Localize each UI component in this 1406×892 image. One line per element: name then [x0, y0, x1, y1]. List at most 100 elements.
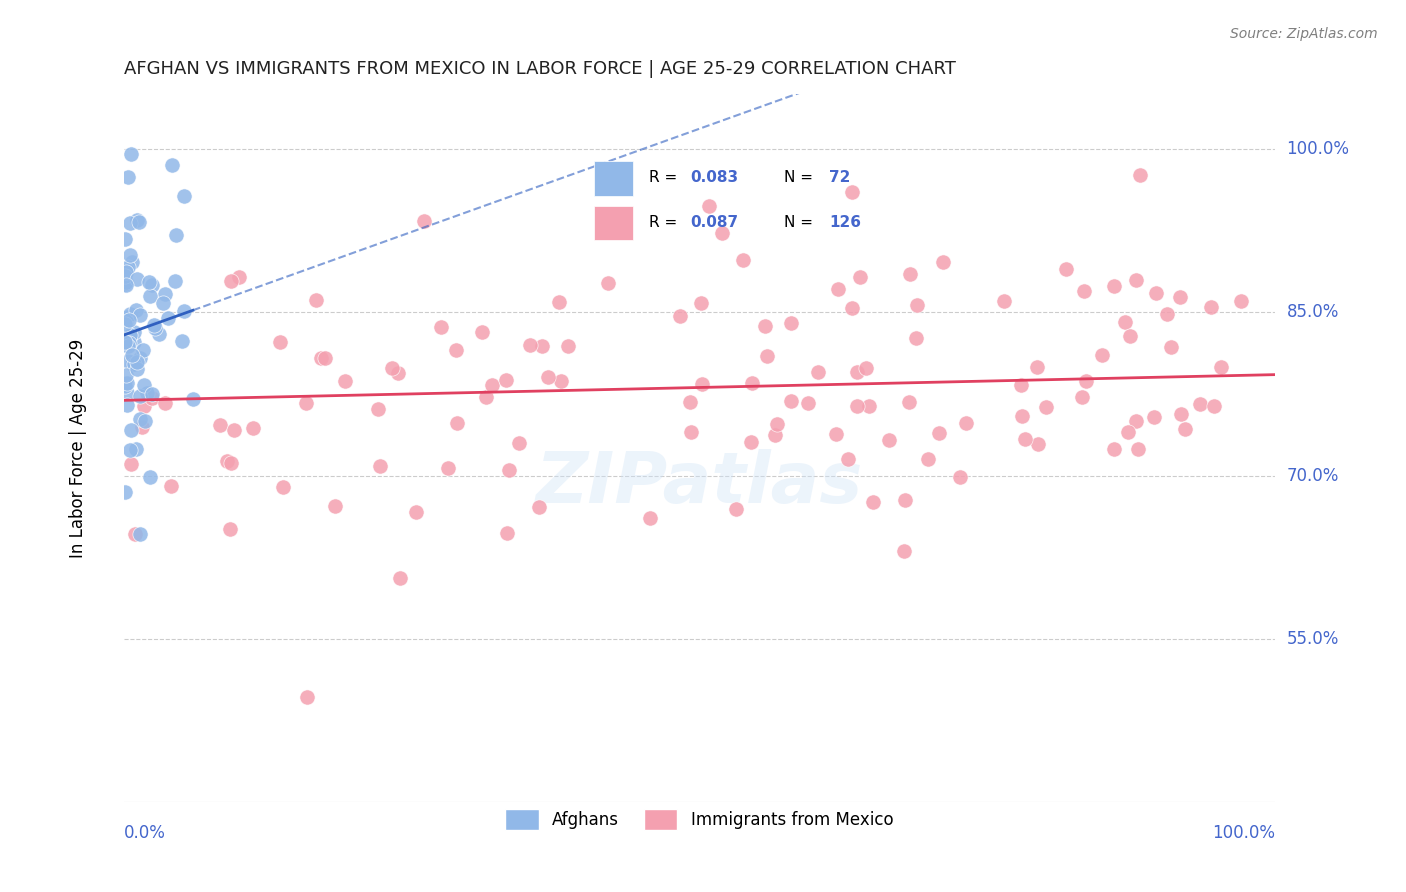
Point	[1114, 315, 1136, 329]
Point	[1076, 374, 1098, 388]
Point	[155, 396, 177, 410]
Text: In Labor Force | Age 25-29: In Labor Force | Age 25-29	[69, 339, 87, 558]
Point	[152, 295, 174, 310]
Point	[733, 252, 755, 267]
Point	[165, 274, 187, 288]
Point	[173, 304, 195, 318]
Point	[269, 334, 291, 349]
Point	[125, 212, 148, 227]
Point	[117, 339, 139, 353]
Point	[114, 277, 136, 292]
Point	[381, 361, 404, 376]
Point	[114, 265, 136, 279]
Point	[122, 357, 145, 371]
Point	[219, 522, 242, 536]
Point	[124, 527, 146, 541]
Point	[120, 423, 142, 437]
Point	[893, 544, 915, 558]
Point	[446, 417, 468, 431]
Point	[141, 387, 163, 401]
Point	[495, 373, 517, 387]
Point	[141, 391, 163, 405]
Point	[557, 339, 579, 353]
Point	[741, 376, 763, 390]
Point	[162, 158, 184, 172]
Point	[118, 328, 141, 343]
Point	[134, 414, 156, 428]
Text: Source: ZipAtlas.com: Source: ZipAtlas.com	[1230, 27, 1378, 41]
Point	[837, 452, 859, 467]
Point	[121, 357, 143, 371]
Point	[765, 417, 787, 432]
Point	[846, 399, 869, 413]
Point	[1156, 307, 1178, 321]
Text: AFGHAN VS IMMIGRANTS FROM MEXICO IN LABOR FORCE | AGE 25-29 CORRELATION CHART: AFGHAN VS IMMIGRANTS FROM MEXICO IN LABO…	[124, 60, 956, 78]
Point	[955, 416, 977, 430]
Point	[898, 394, 921, 409]
Point	[114, 378, 136, 392]
Point	[114, 317, 136, 331]
Point	[117, 310, 139, 324]
Point	[481, 377, 503, 392]
Point	[128, 308, 150, 322]
Text: 55.0%: 55.0%	[1286, 630, 1339, 648]
Point	[125, 302, 148, 317]
Point	[848, 269, 870, 284]
Text: 0.0%: 0.0%	[124, 824, 166, 842]
Point	[779, 316, 801, 330]
Point	[679, 394, 702, 409]
Point	[114, 232, 136, 246]
Point	[550, 374, 572, 388]
Point	[129, 526, 152, 541]
Point	[138, 289, 160, 303]
Point	[1119, 328, 1142, 343]
Point	[117, 169, 139, 184]
Point	[118, 312, 141, 326]
Point	[117, 353, 139, 368]
Point	[763, 427, 786, 442]
Point	[905, 298, 928, 312]
Point	[1102, 442, 1125, 456]
Point	[1168, 290, 1191, 304]
Point	[405, 505, 427, 519]
Point	[1129, 168, 1152, 182]
Point	[117, 260, 139, 275]
Point	[932, 255, 955, 269]
Text: 85.0%: 85.0%	[1286, 303, 1339, 321]
Point	[1026, 360, 1049, 375]
Point	[124, 442, 146, 457]
Point	[1229, 293, 1251, 308]
Point	[295, 396, 318, 410]
Point	[114, 485, 136, 500]
Point	[208, 418, 231, 433]
Point	[949, 470, 972, 484]
Point	[855, 360, 877, 375]
Point	[305, 293, 328, 307]
Point	[471, 325, 494, 339]
Point	[1174, 422, 1197, 436]
Point	[498, 463, 520, 477]
Point	[1204, 399, 1226, 413]
Point	[681, 425, 703, 439]
Point	[173, 188, 195, 202]
Point	[115, 277, 138, 292]
Point	[219, 274, 242, 288]
Point	[756, 349, 779, 363]
Point	[893, 493, 915, 508]
Point	[128, 351, 150, 365]
Point	[437, 460, 460, 475]
Point	[862, 494, 884, 508]
Point	[143, 321, 166, 335]
Point	[596, 276, 619, 290]
Point	[311, 351, 333, 365]
Point	[127, 272, 149, 286]
Point	[1054, 262, 1077, 277]
Point	[125, 362, 148, 376]
Point	[122, 334, 145, 349]
Point	[368, 459, 391, 474]
Point	[807, 365, 830, 379]
Point	[143, 318, 166, 333]
Point	[228, 269, 250, 284]
Point	[1144, 286, 1167, 301]
Point	[1143, 410, 1166, 425]
